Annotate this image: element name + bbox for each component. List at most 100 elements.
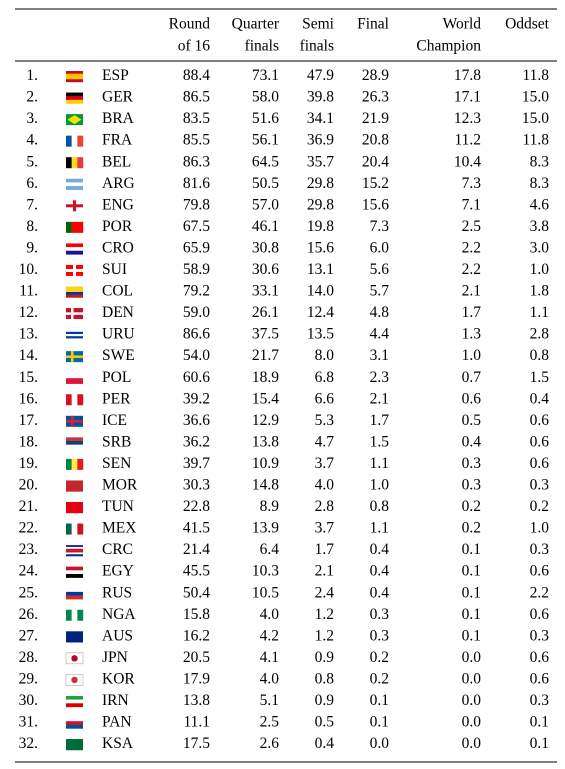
cell: 4.1	[260, 649, 279, 666]
cell: 4.8	[370, 304, 390, 321]
flag-stripe	[71, 157, 78, 169]
cell: 6.6	[315, 390, 335, 407]
cell: 14.0	[307, 283, 334, 300]
cell: 1.0	[530, 261, 550, 278]
team-code: ICE	[102, 412, 127, 429]
cell: 2.2	[462, 261, 481, 278]
flag-stripe	[66, 595, 83, 600]
cell: 0.0	[462, 735, 482, 752]
cell: 21.7	[252, 347, 279, 364]
flag-icon	[66, 372, 83, 384]
cell: 11.1	[183, 714, 210, 731]
cell: 79.8	[183, 196, 210, 213]
cell: 15.6	[362, 196, 389, 213]
flag-stripe	[66, 724, 83, 729]
cell: 17.5	[183, 735, 210, 752]
cell: 35.7	[307, 153, 334, 170]
rank: 30.	[19, 692, 38, 709]
cell: 0.0	[462, 692, 482, 709]
cell: 0.0	[462, 649, 482, 666]
cell: 58.0	[252, 89, 279, 106]
column-header: Oddset	[505, 16, 550, 33]
flag-stripe	[66, 458, 72, 470]
cell: 30.6	[252, 261, 279, 278]
cell: 39.2	[183, 390, 210, 407]
cell: 83.5	[183, 110, 210, 127]
flag-stripe	[66, 329, 83, 332]
flag-stripe	[66, 157, 72, 169]
cell: 1.2	[315, 627, 334, 644]
cell: 26.1	[252, 304, 279, 321]
rank: 6.	[26, 175, 38, 192]
cell: 10.9	[252, 455, 279, 472]
cell: 0.1	[462, 627, 481, 644]
cell: 46.1	[252, 218, 279, 235]
rank: 13.	[19, 326, 38, 343]
team-code: BEL	[102, 153, 131, 170]
team-code: PER	[102, 390, 131, 407]
rank: 27.	[19, 627, 38, 644]
cell: 28.9	[362, 67, 389, 84]
flag-icon	[66, 545, 83, 557]
flag-stripe	[66, 480, 83, 492]
cell: 1.1	[370, 520, 389, 537]
cell: 1.0	[370, 477, 390, 494]
team-code: TUN	[102, 498, 134, 515]
column-header: Semi	[302, 16, 335, 33]
rank: 24.	[19, 563, 38, 580]
flag-stripe	[77, 157, 84, 169]
flag-stripe	[77, 523, 84, 535]
flag-icon	[66, 415, 83, 427]
cell: 58.9	[183, 261, 210, 278]
flag-stripe	[66, 135, 72, 147]
cell: 22.8	[183, 498, 210, 515]
flag-stripe	[71, 221, 78, 233]
team-code: CRO	[102, 239, 134, 256]
flag-disc	[71, 676, 78, 684]
cell: 2.6	[260, 735, 280, 752]
flag-diamond	[67, 115, 82, 125]
cell: 0.2	[530, 498, 549, 515]
cell: 33.1	[252, 283, 279, 300]
cell: 0.3	[530, 541, 550, 558]
flag-icon	[66, 437, 83, 449]
cell: 36.6	[183, 412, 210, 429]
cell: 0.1	[370, 714, 389, 731]
cell: 4.2	[260, 627, 279, 644]
flag-icon	[66, 243, 83, 255]
flag-icon	[66, 221, 84, 233]
cell: 7.3	[370, 218, 390, 235]
cell: 39.8	[307, 89, 334, 106]
team-code: MOR	[102, 477, 138, 494]
column-header: Quarter	[232, 16, 280, 33]
rank: 1.	[26, 67, 38, 84]
team-code: FRA	[102, 132, 133, 149]
cell: 21.9	[362, 110, 389, 127]
cell: 1.5	[370, 433, 390, 450]
flag-icon	[66, 394, 84, 406]
rank: 29.	[19, 670, 38, 687]
cell: 1.1	[530, 304, 549, 321]
flag-stripe	[66, 372, 83, 379]
cell: 7.1	[462, 196, 481, 213]
cell: 65.9	[183, 239, 210, 256]
flag-stripe	[66, 250, 83, 255]
cell: 13.1	[307, 261, 334, 278]
flag-icon	[66, 286, 83, 298]
team-code: GER	[102, 89, 134, 106]
team-code: AUS	[102, 627, 133, 644]
cell: 41.5	[183, 520, 210, 537]
cell: 1.0	[530, 520, 550, 537]
cell: 10.5	[252, 584, 279, 601]
cell: 2.1	[315, 563, 334, 580]
cell: 0.1	[462, 563, 481, 580]
team-code: POR	[102, 218, 133, 235]
team-code: MEX	[102, 520, 136, 537]
column-header: Final	[357, 16, 389, 33]
cell: 0.2	[370, 649, 389, 666]
team-code: SEN	[102, 455, 131, 472]
team-code: SUI	[102, 261, 127, 278]
cell: 12.3	[454, 110, 481, 127]
cell: 2.2	[462, 239, 481, 256]
cell: 45.5	[183, 563, 210, 580]
